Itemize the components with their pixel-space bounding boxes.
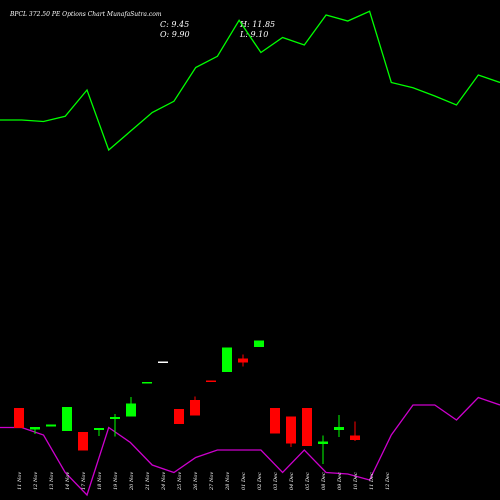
candle-22: [350, 421, 360, 441]
candle-body: [350, 435, 360, 440]
close-readout: C: 9.45: [160, 20, 190, 29]
candle-6: [94, 428, 104, 436]
candle-17: [270, 408, 280, 434]
x-tick-label: 12 Nov: [33, 472, 39, 490]
candle-13: [206, 380, 216, 382]
candle-body: [30, 427, 40, 430]
x-tick-label: 20 Nov: [129, 472, 135, 491]
candle-body: [14, 408, 24, 428]
candle-body: [174, 409, 184, 424]
x-tick-label: 04 Dec: [289, 472, 295, 490]
candle-20: [318, 435, 328, 464]
candle-body: [78, 432, 88, 451]
candle-body: [62, 407, 72, 431]
x-tick-label: 11 Dec: [369, 472, 375, 490]
candle-body: [238, 358, 248, 363]
candle-body: [222, 347, 232, 372]
candle-body: [110, 417, 120, 419]
candle-18: [286, 416, 296, 447]
candle-5: [78, 432, 88, 451]
candle-11: [174, 409, 184, 424]
x-tick-label: 17 Nov: [81, 472, 87, 490]
candle-10: [158, 361, 168, 363]
indicator-line-1: [0, 10, 500, 152]
x-tick-label: 13 Nov: [49, 472, 55, 490]
candle-2: [30, 427, 40, 434]
candle-body: [158, 361, 168, 363]
low-readout: L: 9.10: [240, 30, 269, 39]
x-tick-label: 12 Dec: [385, 472, 391, 490]
candle-body: [190, 400, 200, 416]
x-tick-label: 18 Nov: [97, 472, 103, 490]
candle-4: [62, 407, 72, 431]
x-tick-label: 02 Dec: [257, 472, 263, 490]
x-tick-label: 10 Dec: [353, 472, 359, 490]
candle-body: [254, 340, 264, 347]
x-tick-label: 09 Dec: [337, 472, 343, 490]
x-tick-label: 21 Nov: [145, 472, 151, 491]
high-readout: H: 11.85: [240, 20, 276, 29]
candle-body: [270, 408, 280, 434]
candle-21: [334, 415, 344, 437]
candle-body: [334, 427, 344, 430]
x-tick-label: 05 Dec: [305, 472, 311, 490]
indicator-line-2: [0, 396, 500, 497]
x-tick-label: 11 Nov: [17, 472, 23, 490]
candle-body: [46, 424, 56, 427]
x-tick-label: 27 Nov: [209, 472, 215, 491]
candle-14: [222, 347, 232, 372]
candle-19: [302, 408, 312, 446]
x-tick-label: 28 Nov: [225, 472, 231, 491]
candle-12: [190, 396, 200, 416]
chart-title: BPCL 372.50 PE Options Chart MunafaSutra…: [10, 11, 162, 18]
candle-body: [318, 441, 328, 444]
candle-1: [14, 408, 24, 428]
candle-body: [286, 416, 296, 444]
x-tick-label: 14 Nov: [65, 472, 71, 490]
x-tick-label: 24 Nov: [161, 472, 167, 491]
candle-body: [94, 428, 104, 430]
candle-body: [142, 382, 152, 384]
candle-3: [46, 424, 56, 427]
x-tick-label: 26 Nov: [193, 472, 199, 491]
candle-body: [206, 380, 216, 382]
open-readout: O: 9.90: [160, 30, 190, 39]
candle-9: [142, 382, 152, 384]
candle-body: [302, 408, 312, 446]
candle-16: [254, 340, 264, 347]
x-tick-label: 19 Nov: [113, 472, 119, 490]
candle-7: [110, 414, 120, 437]
candle-body: [126, 403, 136, 417]
x-tick-label: 03 Dec: [273, 472, 279, 490]
x-tick-label: 25 Nov: [177, 472, 183, 491]
candle-15: [238, 354, 248, 367]
x-tick-label: 08 Dec: [321, 472, 327, 490]
candle-8: [126, 397, 136, 417]
x-tick-label: 01 Dec: [241, 472, 247, 490]
